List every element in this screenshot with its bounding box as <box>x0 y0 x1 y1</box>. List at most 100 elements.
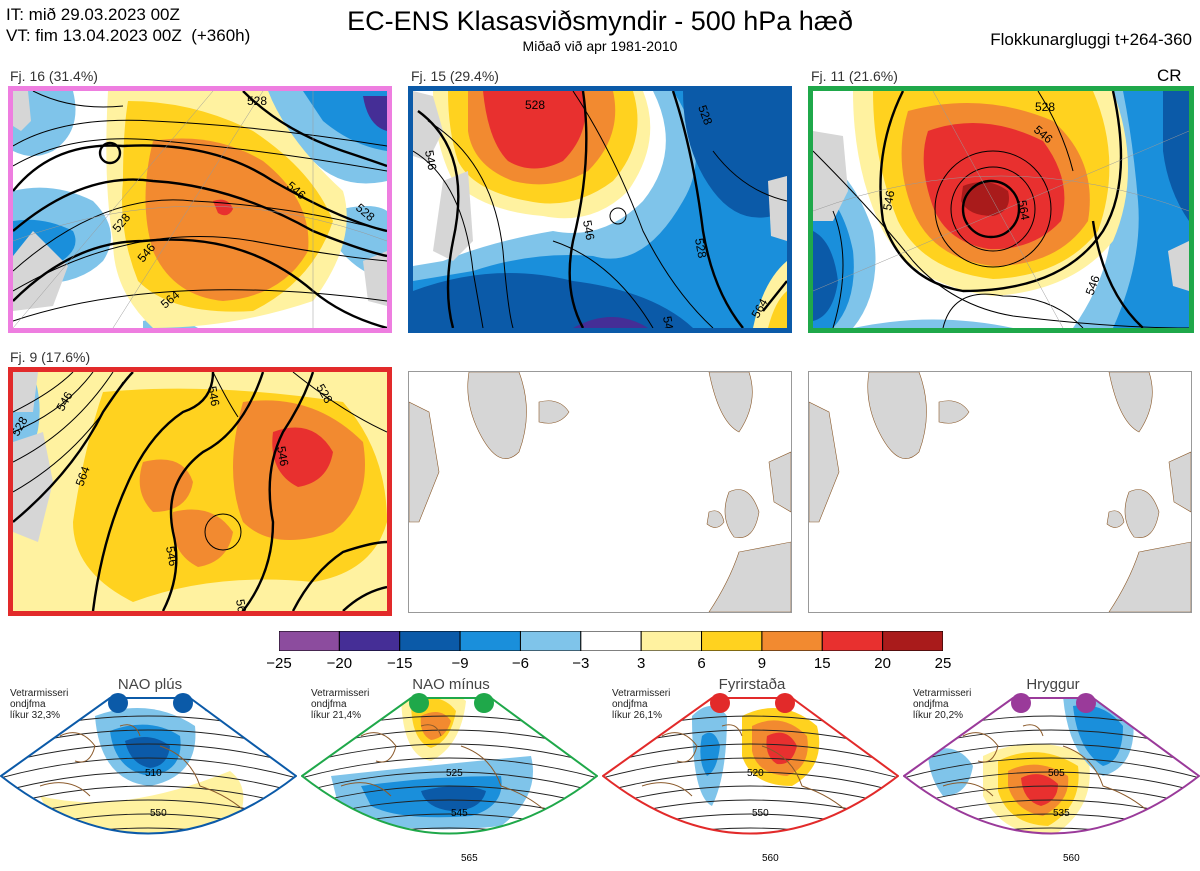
colorbar-swatch <box>399 630 461 652</box>
contour-label: 528 <box>692 237 709 259</box>
cluster-map-1: 528 546 528 546 564 528 <box>8 86 392 333</box>
height-contour <box>904 771 1199 793</box>
colorbar-tick-label: 25 <box>934 655 952 672</box>
height-contour <box>302 785 597 807</box>
regime-marker <box>474 693 494 713</box>
contour-label: 546 <box>163 545 180 567</box>
contour-label: 528 <box>695 103 715 127</box>
regime-note-line: ondjfma <box>10 699 46 710</box>
height-contour <box>603 771 898 793</box>
colorbar-swatch <box>338 630 401 652</box>
cluster-label-2: Fj. 15 (29.4%) <box>411 68 499 84</box>
colorbar-tick-label: 3 <box>637 655 646 672</box>
regime-marker <box>409 693 429 713</box>
regime-name: Hryggur <box>1026 676 1080 693</box>
coastline <box>340 724 552 817</box>
height-contour <box>904 827 1199 834</box>
colorbar-swatch <box>882 630 944 652</box>
contour-label: 528 <box>525 98 545 112</box>
anomaly-area <box>40 771 244 834</box>
colorbar-tick-label: 9 <box>757 655 767 672</box>
coastline <box>39 724 251 817</box>
regime-map-4: 505 535 560 Hryggur Vetrarmisseri ondjfma líku… <box>903 676 1200 871</box>
regime-note-line: líkur 21,4% <box>311 710 362 721</box>
colorbar-tick-label: 20 <box>874 655 891 672</box>
height-contour <box>603 785 898 807</box>
anomaly-area <box>421 786 486 811</box>
cluster-label-4: Fj. 9 (17.6%) <box>10 349 91 365</box>
regime-contour-label: 560 <box>762 853 779 864</box>
regime-note: Vetrarmisseri ondjfma líkur 32,3% <box>10 688 68 721</box>
regime-contour-label: 505 <box>1048 768 1065 779</box>
coastline <box>942 724 1154 817</box>
chart-title: EC-ENS Klasasviðsmyndir - 500 hPa hæð <box>347 6 853 36</box>
height-contour <box>1 771 296 793</box>
height-contour <box>904 743 1199 765</box>
height-contour <box>1 785 296 807</box>
colorbar-tick-label: −6 <box>511 655 530 672</box>
regime-contour-label: 535 <box>1053 808 1070 819</box>
colorbar-tick-label: 6 <box>697 655 706 672</box>
regime-note: Vetrarmisseri ondjfma líkur 26,1% <box>612 688 670 721</box>
regime-contour-label: 565 <box>461 853 478 864</box>
regime-contour-label: 525 <box>446 768 463 779</box>
colorbar-swatch <box>580 630 642 652</box>
height-contour <box>603 743 898 765</box>
colorbar-swatch <box>278 630 340 652</box>
regime-note-line: líkur 20,2% <box>913 710 964 721</box>
regime-marker <box>710 693 730 713</box>
regime-note-line: Vetrarmisseri <box>612 688 671 699</box>
anomaly-area <box>420 712 451 740</box>
regime-contour-label: 520 <box>747 768 764 779</box>
anomaly-area <box>766 732 797 765</box>
colorbar-ticks: −25 −20 −15 −9 −6 −3 3 6 9 15 20 25 <box>266 655 951 673</box>
contour-label: 528 <box>1035 100 1055 114</box>
height-contour <box>904 757 1199 779</box>
anomaly-area <box>1021 774 1058 806</box>
regime-note-line: ondjfma <box>311 699 347 710</box>
cluster-map-4: 528 546 546 564 546 546 528 564 <box>8 367 392 616</box>
regime-note-line: líkur 32,3% <box>10 710 61 721</box>
contour-label: 546 <box>580 219 597 241</box>
valid-time: VT: fim 13.04.2023 00Z (+360h) <box>6 26 251 45</box>
init-time: IT: mið 29.03.2023 00Z <box>6 5 180 24</box>
regime-marker <box>173 693 193 713</box>
contour-label: 546 <box>205 385 222 407</box>
colorbar-swatch <box>519 630 582 652</box>
height-contour <box>302 771 597 793</box>
contour-label: 564 <box>233 598 250 611</box>
colorbar-swatch <box>459 630 521 652</box>
colorbar-swatch <box>640 630 703 652</box>
regime-outline <box>602 697 899 835</box>
anomaly-area <box>1073 705 1123 766</box>
regime-name: NAO mínus <box>412 676 490 693</box>
classification-window: Flokkunargluggi t+264-360 <box>990 30 1192 49</box>
colorbar-swatch <box>701 630 763 652</box>
height-contour <box>1 757 296 779</box>
height-contour <box>302 743 597 765</box>
colorbar-tick-label: 15 <box>813 655 831 672</box>
contour-label: 546 <box>880 189 897 211</box>
contour-label: 546 <box>274 445 291 467</box>
anomaly-area <box>928 748 973 796</box>
regime-note-line: Vetrarmisseri <box>10 688 69 699</box>
height-contour <box>1 743 296 765</box>
contour-label: 564 <box>73 464 93 488</box>
contour-label: 528 <box>247 94 267 108</box>
regime-contour-label: 510 <box>145 768 162 779</box>
colorbar-swatch <box>761 630 823 652</box>
regime-contour-label: 560 <box>1063 853 1080 864</box>
colorbar-tick-label: −15 <box>386 655 413 672</box>
height-contour <box>603 757 898 779</box>
anomaly-area <box>125 737 170 768</box>
regime-outline <box>0 697 297 835</box>
regime-note-line: Vetrarmisseri <box>913 688 972 699</box>
colorbar-swatch <box>821 630 884 652</box>
colorbar-swatches <box>278 630 944 652</box>
regime-name: Fyrirstaða <box>718 676 786 693</box>
height-contour <box>603 827 898 834</box>
colorbar-tick-label: −25 <box>266 655 292 672</box>
regime-marker <box>1076 693 1096 713</box>
cluster-map-3: 528 546 546 564 546 <box>808 86 1194 333</box>
contour-label: 546 <box>422 149 439 171</box>
